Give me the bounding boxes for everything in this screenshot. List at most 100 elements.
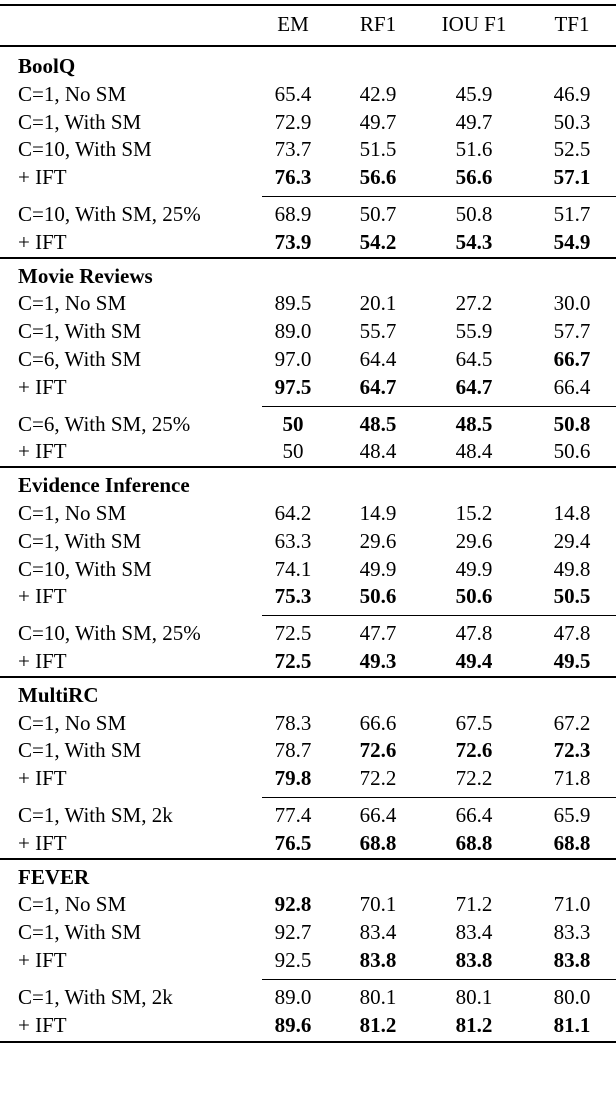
row-label: C=1, No SM bbox=[18, 81, 127, 106]
cell-rf1: 50.7 bbox=[359, 202, 397, 226]
cell-iou-f1: 56.6 bbox=[455, 165, 493, 190]
cell-iou-f1: 67.5 bbox=[455, 710, 493, 735]
table-row: C=1, With SM 78.7 72.6 72.6 72.3 bbox=[0, 736, 616, 764]
row-label: C=1, With SM bbox=[18, 109, 142, 134]
section-rule bbox=[0, 857, 616, 860]
table-row: C=1, With SM, 2k 89.0 80.1 80.1 80.0 bbox=[0, 983, 616, 1011]
row-label: + IFT bbox=[18, 830, 67, 855]
cell-tf1: 65.9 bbox=[553, 803, 591, 827]
cell-em: 77.4 bbox=[274, 803, 312, 827]
cell-iou-f1: 49.9 bbox=[455, 556, 493, 581]
row-label: C=1, No SM bbox=[18, 710, 127, 735]
cell-rf1: 80.1 bbox=[359, 984, 397, 1009]
cell-em: 92.7 bbox=[274, 920, 312, 945]
table-row: + IFT 89.6 81.2 81.2 81.1 bbox=[0, 1011, 616, 1039]
row-label: C=1, With SM bbox=[18, 738, 142, 763]
table-row: C=1, No SM 65.4 42.9 45.9 46.9 bbox=[0, 80, 616, 108]
cell-tf1: 14.8 bbox=[553, 501, 591, 525]
cell-rf1: 29.6 bbox=[359, 528, 397, 553]
cell-rf1: 42.9 bbox=[359, 81, 397, 106]
section-title-row: MultiRC bbox=[0, 681, 616, 709]
cell-em: 78.7 bbox=[274, 738, 312, 763]
cell-tf1: 51.7 bbox=[553, 202, 591, 226]
cell-tf1: 49.8 bbox=[553, 556, 591, 581]
cell-rf1: 49.9 bbox=[359, 556, 397, 581]
section-title-row: FEVER bbox=[0, 863, 616, 891]
row-label: C=6, With SM bbox=[18, 347, 142, 371]
cell-iou-f1: 81.2 bbox=[455, 1012, 493, 1037]
cell-rf1: 56.6 bbox=[359, 165, 397, 190]
cell-tf1: 71.8 bbox=[553, 766, 591, 791]
row-label: C=10, With SM, 25% bbox=[18, 202, 201, 226]
cell-em: 72.5 bbox=[274, 621, 312, 646]
header-rule bbox=[0, 45, 616, 47]
row-label: + IFT bbox=[18, 584, 67, 609]
cell-rf1: 51.5 bbox=[359, 137, 397, 162]
section-title: MultiRC bbox=[18, 682, 99, 707]
cell-rf1: 49.7 bbox=[359, 109, 397, 134]
cell-tf1: 50.3 bbox=[553, 109, 591, 134]
cell-tf1: 54.9 bbox=[553, 229, 591, 254]
cell-tf1: 71.0 bbox=[553, 892, 591, 917]
cell-rf1: 48.5 bbox=[359, 411, 397, 436]
table-row: + IFT 73.9 54.2 54.3 54.9 bbox=[0, 228, 616, 256]
row-label: + IFT bbox=[18, 374, 67, 399]
row-label: + IFT bbox=[18, 165, 67, 190]
row-label: + IFT bbox=[18, 948, 67, 972]
cell-rf1: 47.7 bbox=[359, 621, 397, 646]
row-label: C=1, With SM, 2k bbox=[18, 803, 173, 827]
cell-rf1: 83.8 bbox=[359, 948, 397, 972]
cell-iou-f1: 50.8 bbox=[455, 202, 493, 226]
section-title: Evidence Inference bbox=[18, 473, 190, 498]
cell-rf1: 68.8 bbox=[359, 830, 397, 855]
cell-em: 76.3 bbox=[274, 165, 312, 190]
group-rule bbox=[262, 615, 616, 617]
cell-iou-f1: 66.4 bbox=[455, 803, 493, 827]
column-header-rf1: RF1 bbox=[359, 12, 397, 36]
cell-iou-f1: 80.1 bbox=[455, 984, 493, 1009]
cell-em: 72.9 bbox=[274, 109, 312, 134]
cell-rf1: 55.7 bbox=[359, 319, 397, 344]
row-label: C=1, No SM bbox=[18, 291, 127, 316]
cell-em: 89.0 bbox=[274, 984, 312, 1009]
cell-rf1: 49.3 bbox=[359, 649, 397, 673]
table-row: C=10, With SM, 25% 72.5 47.7 47.8 47.8 bbox=[0, 619, 616, 647]
table-row: C=1, No SM 64.2 14.9 15.2 14.8 bbox=[0, 499, 616, 527]
row-label: C=6, With SM, 25% bbox=[18, 411, 191, 436]
bottom-rule bbox=[0, 1041, 616, 1044]
cell-tf1: 50.8 bbox=[553, 411, 591, 436]
cell-em: 50 bbox=[282, 439, 304, 464]
table-row: C=1, No SM 92.8 70.1 71.2 71.0 bbox=[0, 890, 616, 918]
table-row: C=10, With SM 74.1 49.9 49.9 49.8 bbox=[0, 555, 616, 583]
cell-rf1: 83.4 bbox=[359, 920, 397, 945]
column-header-tf1: TF1 bbox=[554, 12, 590, 36]
cell-iou-f1: 50.6 bbox=[455, 584, 493, 609]
cell-em: 79.8 bbox=[274, 766, 312, 791]
cell-em: 73.9 bbox=[274, 229, 312, 254]
section-title-row: BoolQ bbox=[0, 52, 616, 80]
row-label: C=1, With SM bbox=[18, 319, 142, 344]
cell-tf1: 50.6 bbox=[553, 439, 591, 464]
table-row: C=1, With SM 89.0 55.7 55.9 57.7 bbox=[0, 317, 616, 345]
table-row: + IFT 92.5 83.8 83.8 83.8 bbox=[0, 946, 616, 974]
cell-iou-f1: 83.8 bbox=[455, 948, 493, 972]
cell-iou-f1: 47.8 bbox=[455, 621, 493, 646]
cell-em: 89.6 bbox=[274, 1012, 312, 1037]
cell-rf1: 14.9 bbox=[359, 501, 397, 525]
table-row: C=1, No SM 78.3 66.6 67.5 67.2 bbox=[0, 709, 616, 737]
cell-rf1: 66.4 bbox=[359, 803, 397, 827]
cell-em: 64.2 bbox=[274, 501, 312, 525]
table-row: C=6, With SM 97.0 64.4 64.5 66.7 bbox=[0, 345, 616, 373]
cell-em: 78.3 bbox=[274, 710, 312, 735]
group-rule bbox=[262, 196, 616, 198]
cell-tf1: 57.7 bbox=[553, 319, 591, 344]
cell-iou-f1: 64.7 bbox=[455, 374, 493, 399]
cell-em: 89.0 bbox=[274, 319, 312, 344]
section-rule bbox=[0, 675, 616, 678]
section-title-row: Evidence Inference bbox=[0, 471, 616, 499]
cell-rf1: 64.7 bbox=[359, 374, 397, 399]
row-label: + IFT bbox=[18, 1012, 67, 1037]
cell-rf1: 81.2 bbox=[359, 1012, 397, 1037]
row-label: C=10, With SM, 25% bbox=[18, 621, 201, 646]
cell-iou-f1: 49.7 bbox=[455, 109, 493, 134]
